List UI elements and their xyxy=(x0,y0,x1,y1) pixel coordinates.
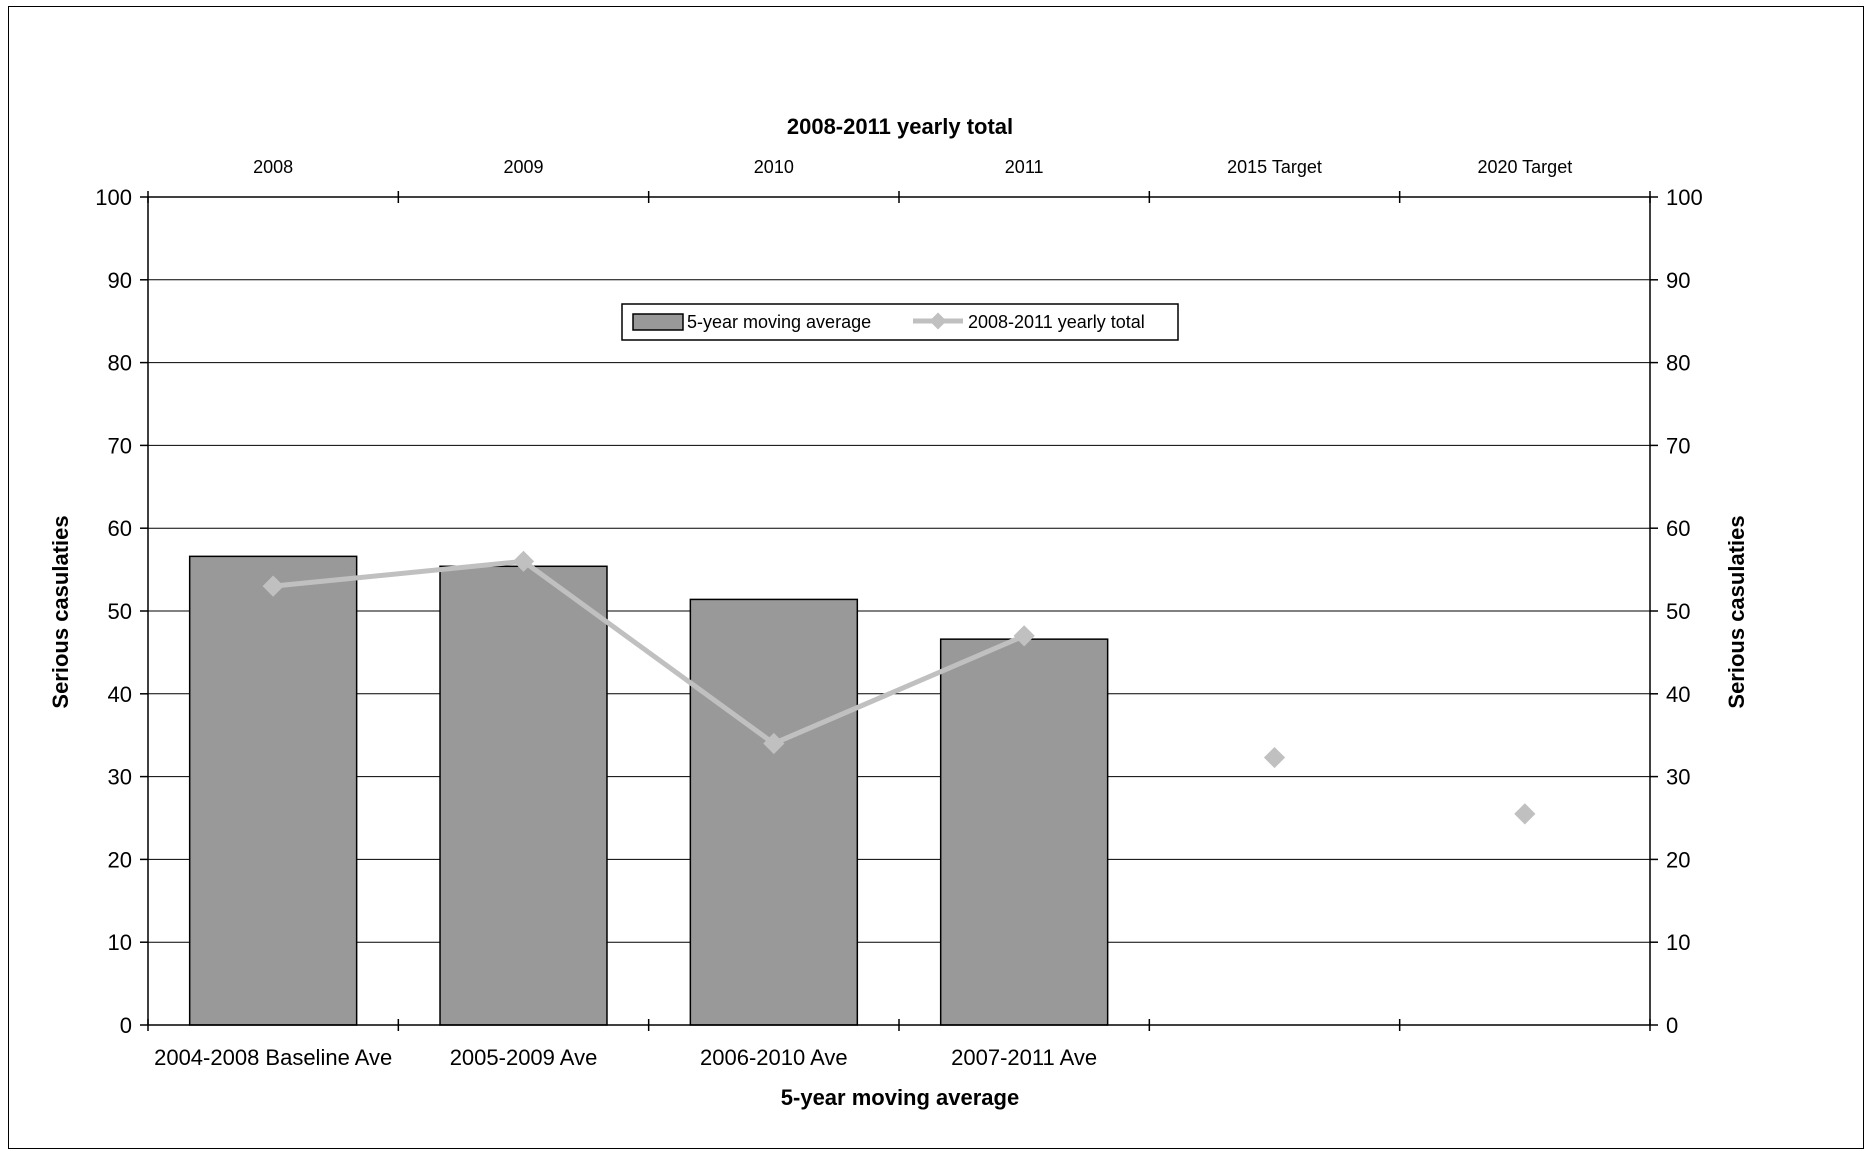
x-category-label-top: 2009 xyxy=(503,157,543,177)
bar xyxy=(689,598,859,1026)
y-tick-label-right: 70 xyxy=(1666,433,1690,458)
y-tick-label-left: 50 xyxy=(108,599,132,624)
top-axis-title: 2008-2011 yearly total xyxy=(787,114,1013,139)
y-tick-label-right: 40 xyxy=(1666,682,1690,707)
line-point-marker xyxy=(262,575,284,597)
x-category-label-bottom: 2006-2010 Ave xyxy=(700,1045,848,1070)
target-marker xyxy=(1514,803,1536,825)
line-series-path xyxy=(272,558,1026,747)
tick-labels: 0 0 10 10 20 20 30 30 40 40 50 50 60 60 70 70 80 80 90 90 10… xyxy=(95,157,1702,1070)
y-tick-label-right: 90 xyxy=(1666,268,1690,293)
y-tick-label-right: 30 xyxy=(1666,765,1690,790)
bars xyxy=(188,555,1109,1026)
y-tick-label-right: 60 xyxy=(1666,516,1690,541)
bar xyxy=(439,565,608,1026)
y-tick-label-right: 50 xyxy=(1666,599,1690,624)
x-category-label-bottom: 2007-2011 Ave xyxy=(951,1045,1097,1070)
legend-box xyxy=(621,303,1179,341)
line-series xyxy=(262,550,1536,825)
y-tick-label-left: 40 xyxy=(108,682,132,707)
y-tick-label-right: 0 xyxy=(1666,1013,1678,1038)
y-tick-label-right: 20 xyxy=(1666,847,1690,872)
y-tick-label-left: 10 xyxy=(108,930,132,955)
x-category-label-top: 2011 xyxy=(1005,157,1044,177)
bar xyxy=(188,555,358,1026)
legend-line-marker xyxy=(929,312,947,330)
y-tick-label-left: 30 xyxy=(108,765,132,790)
line-point-marker xyxy=(763,732,785,755)
y-tick-label-right: 10 xyxy=(1666,930,1690,955)
x-category-label-top: 2008 xyxy=(253,157,293,177)
legend-line-label: 2008-2011 yearly total xyxy=(968,312,1145,332)
y-tick-label-left: 60 xyxy=(108,516,132,541)
x-category-label-top: 2015 Target xyxy=(1227,157,1322,177)
bar xyxy=(939,638,1109,1026)
y-tick-label-left: 70 xyxy=(108,433,132,458)
y-tick-label-right: 80 xyxy=(1666,351,1690,376)
legend-bar-swatch xyxy=(632,313,684,331)
x-category-label-top: 2020 Target xyxy=(1477,157,1572,177)
x-category-label-bottom: 2004-2008 Baseline Ave xyxy=(154,1045,392,1070)
bottom-axis-title: 5-year moving average xyxy=(781,1085,1019,1110)
y-tick-label-left: 20 xyxy=(108,847,132,872)
y-tick-label-left: 0 xyxy=(120,1013,132,1038)
x-category-label-top: 2010 xyxy=(754,157,794,177)
axes xyxy=(140,191,1658,1031)
y-tick-label-right: 100 xyxy=(1666,185,1703,210)
y-tick-label-left: 100 xyxy=(95,185,132,210)
y-tick-label-left: 90 xyxy=(108,268,132,293)
legend: 5-year moving average 2008-2011 yearly t… xyxy=(621,303,1179,341)
target-marker xyxy=(1263,746,1286,769)
right-axis-title: Serious casulaties xyxy=(1724,515,1749,708)
left-axis-title: Serious casulaties xyxy=(48,515,73,708)
x-category-label-bottom: 2005-2009 Ave xyxy=(450,1045,598,1070)
y-tick-label-left: 80 xyxy=(108,351,132,376)
legend-bar-label: 5-year moving average xyxy=(687,312,871,332)
line-point-marker xyxy=(512,550,535,572)
